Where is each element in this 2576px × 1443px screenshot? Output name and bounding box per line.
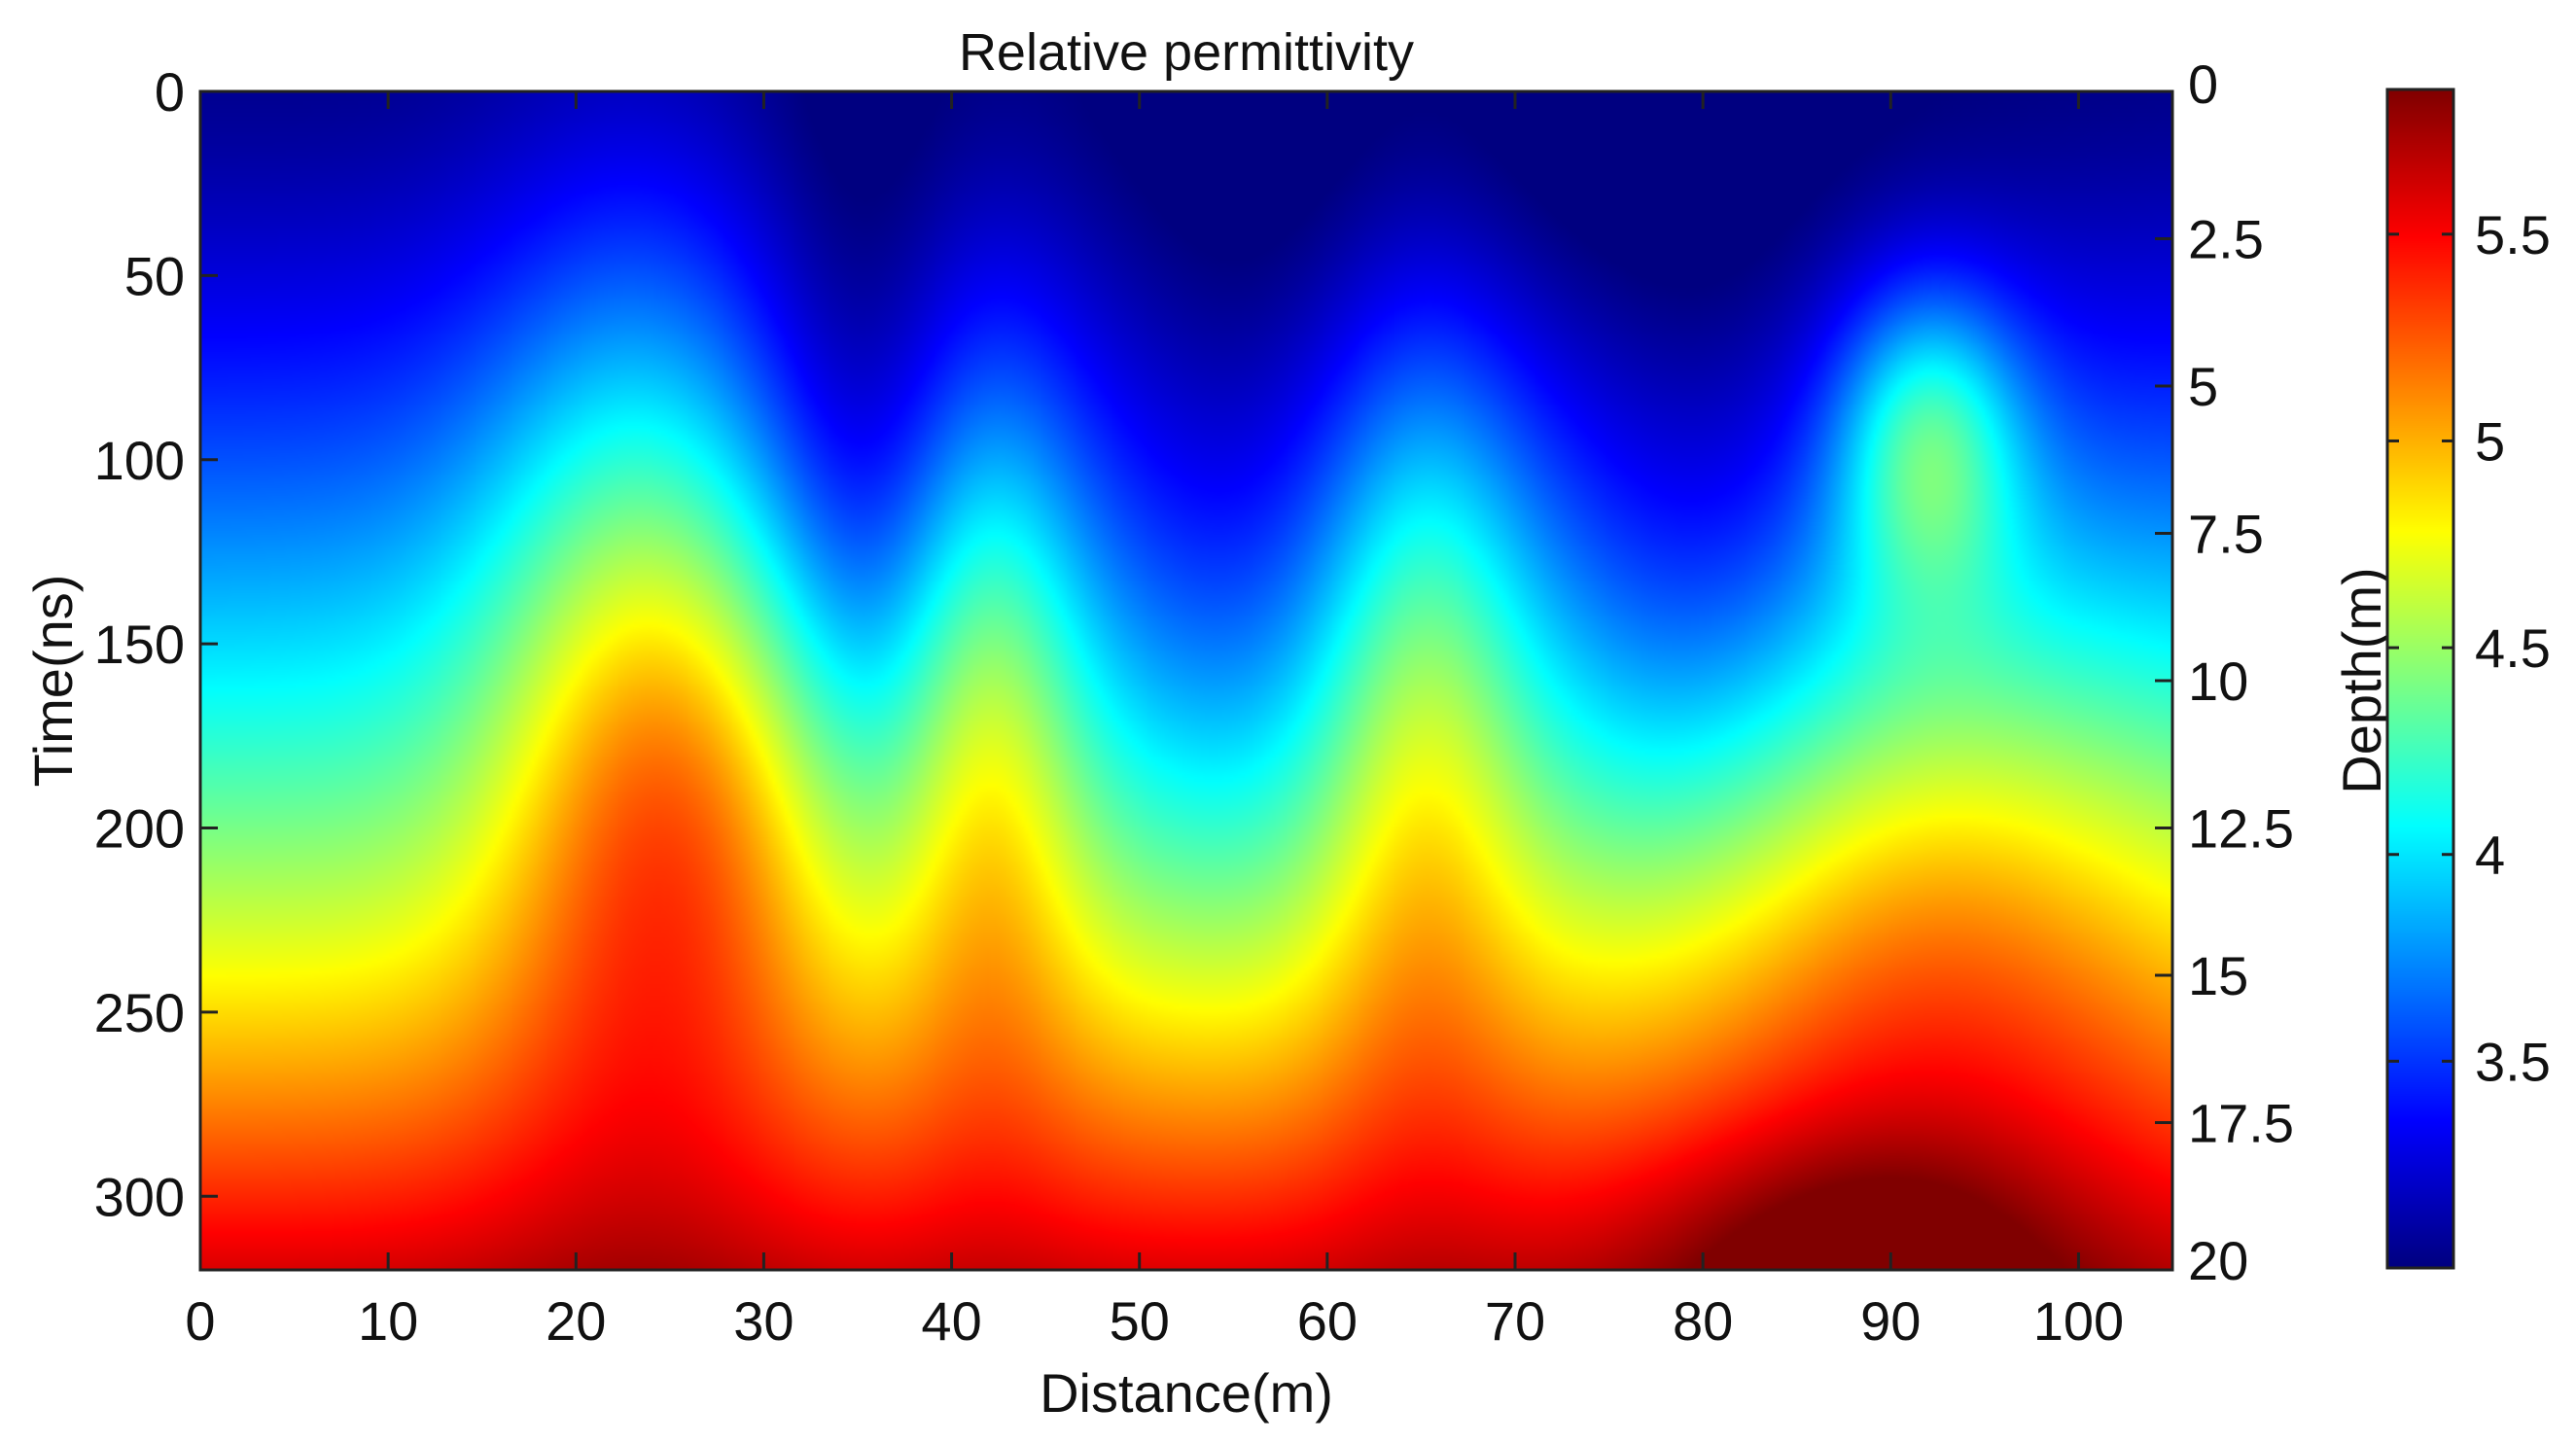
chart-title: Relative permittivity [959,23,1414,82]
x-tick-label: 0 [185,1290,215,1352]
depth-tick-label: 17.5 [2188,1093,2294,1154]
depth-tick-label: 2.5 [2188,209,2264,270]
time-tick-label: 0 [155,61,185,123]
x-axis: 0 10 20 30 40 50 60 70 80 90 100 [185,91,2124,1352]
x-tick-label: 90 [1860,1290,1921,1352]
x-tick-label: 100 [2033,1290,2124,1352]
time-tick-label: 250 [94,982,185,1043]
time-axis-title: Time(ns) [22,575,84,788]
depth-tick-label: 5 [2188,356,2218,417]
colorbar-ticks: 3.5 4 4.5 5 5.5 [2387,204,2551,1092]
colorbar-tick-label: 4 [2475,825,2505,886]
colorbar-tick-label: 5 [2475,410,2505,472]
colorbar-frame [2385,88,2455,1270]
x-tick-label: 70 [1485,1290,1545,1352]
x-tick-label: 20 [546,1290,606,1352]
x-axis-title: Distance(m) [1040,1362,1333,1424]
depth-tick-label: 0 [2188,53,2218,115]
colorbar-tick-label: 5.5 [2475,204,2551,265]
time-tick-label: 150 [94,614,185,675]
x-tick-label: 80 [1673,1290,1733,1352]
time-axis: 0 50 100 150 200 250 300 [94,61,218,1227]
depth-tick-label: 12.5 [2188,798,2294,860]
depth-tick-label: 20 [2188,1230,2248,1291]
depth-tick-label: 10 [2188,651,2248,712]
x-tick-label: 30 [733,1290,794,1352]
time-tick-label: 200 [94,798,185,860]
colorbar [2387,89,2453,1268]
heatmap-plot-area [200,91,2172,1270]
x-tick-label: 60 [1297,1290,1358,1352]
depth-axis: 0 2.5 5 7.5 10 12.5 15 17.5 20 [2155,53,2294,1291]
x-tick-label: 10 [358,1290,418,1352]
x-tick-label: 50 [1110,1290,1170,1352]
x-tick-label: 40 [921,1290,981,1352]
time-tick-label: 50 [124,245,185,306]
colorbar-tick-label: 4.5 [2475,617,2551,679]
depth-axis-title: Depth(m) [2331,567,2392,793]
colorbar-tick-label: 3.5 [2475,1031,2551,1092]
time-tick-label: 300 [94,1166,185,1227]
depth-tick-label: 7.5 [2188,504,2264,565]
time-tick-label: 100 [94,430,185,491]
depth-tick-label: 15 [2188,945,2248,1006]
